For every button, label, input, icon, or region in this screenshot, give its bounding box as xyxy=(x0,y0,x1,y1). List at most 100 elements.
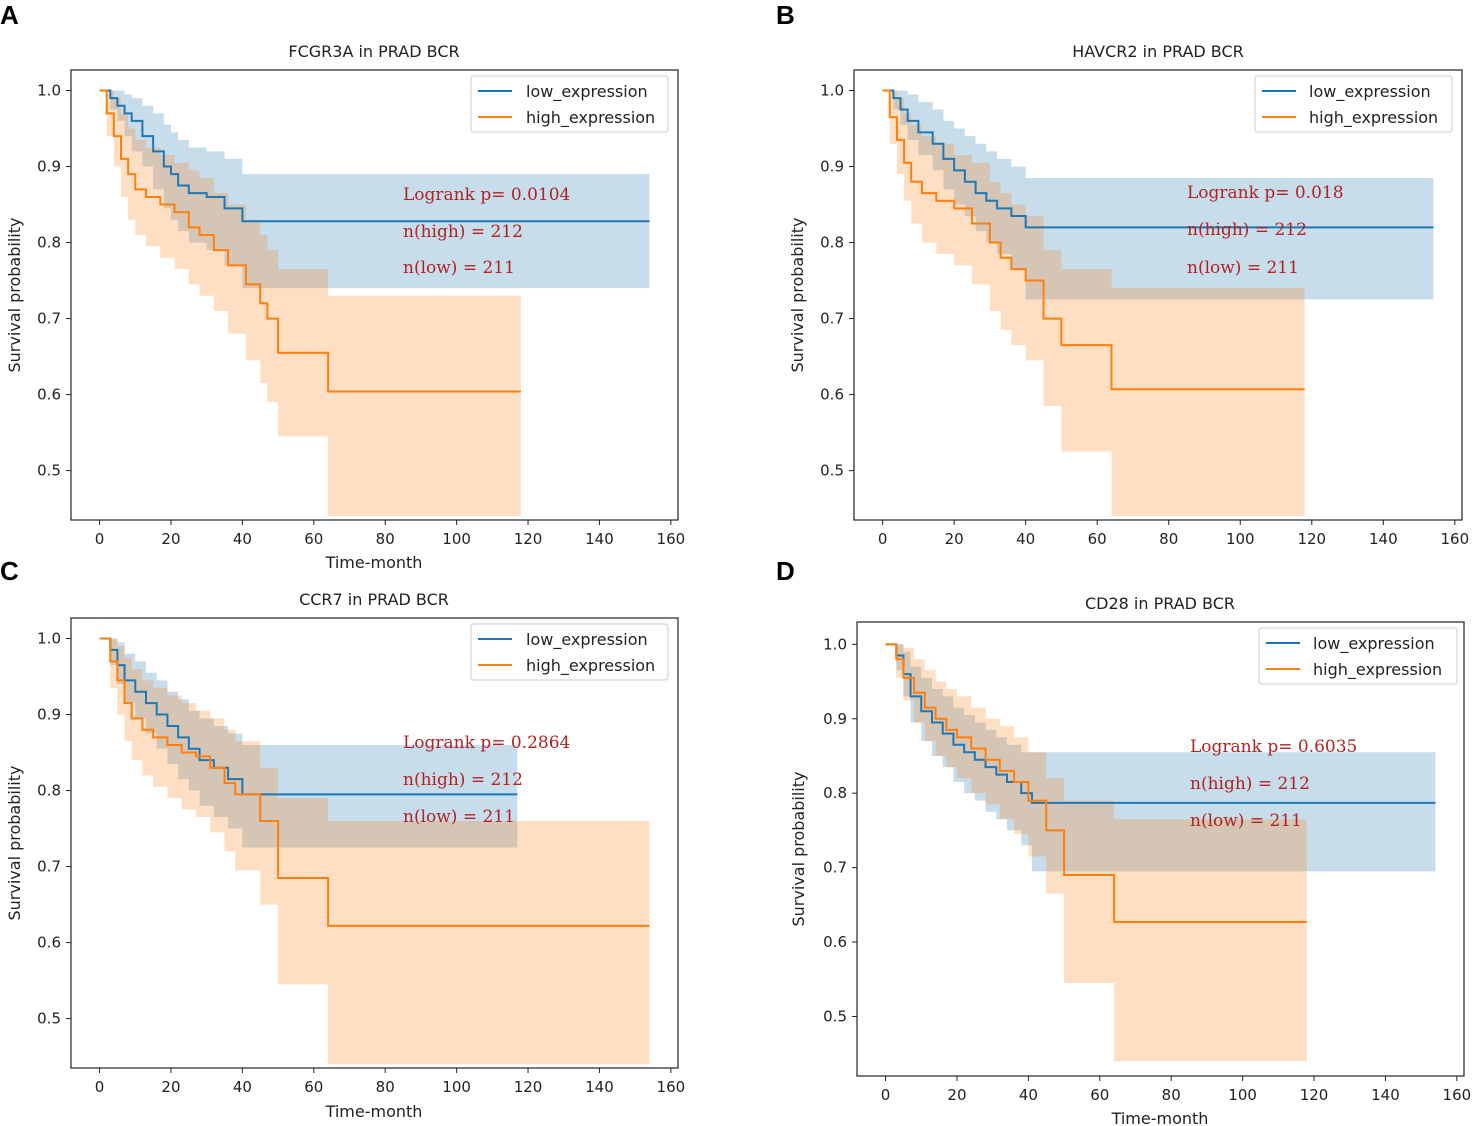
y-tick-label: 0.6 xyxy=(37,386,61,404)
y-tick-label: 0.5 xyxy=(823,1007,847,1025)
y-tick-label: 0.7 xyxy=(37,310,61,328)
x-tick-label: 80 xyxy=(376,530,395,548)
n-high-annotation: n(high) = 212 xyxy=(403,222,523,242)
legend-label-low: low_expression xyxy=(526,82,648,102)
logrank-annotation: Logrank p= 0.0104 xyxy=(403,185,570,205)
plot-frame xyxy=(70,69,679,521)
km-curve-low-expression xyxy=(885,643,1436,804)
legend-label-high: high_expression xyxy=(526,108,655,128)
y-tick-label: 0.9 xyxy=(37,158,61,176)
y-tick-label: 0.5 xyxy=(37,462,61,480)
x-tick-label: 80 xyxy=(376,1078,395,1096)
y-tick-label: 0.5 xyxy=(820,462,844,480)
plot-frame xyxy=(70,617,679,1069)
y-tick-label: 0.5 xyxy=(37,1010,61,1028)
y-tick-label: 1.0 xyxy=(37,82,61,100)
legend-box xyxy=(470,623,669,681)
x-tick-label: 140 xyxy=(1369,530,1398,548)
y-tick-label: 0.8 xyxy=(37,782,61,800)
km-panel-fcgr3a: FCGR3A in PRAD BCR 0 20 40 60 80 100 120 140 160… xyxy=(5,42,685,572)
x-tick-label: 40 xyxy=(1019,1086,1038,1104)
x-tick-label: 20 xyxy=(945,530,964,548)
y-tick-label: 0.9 xyxy=(820,158,844,176)
km-curve-high-expression xyxy=(99,89,521,393)
x-tick-label: 0 xyxy=(878,530,888,548)
n-low-annotation: n(low) = 211 xyxy=(403,258,515,278)
chart-title: FCGR3A in PRAD BCR xyxy=(288,42,459,61)
plot-area: 0 20 40 60 80 100 120 140 160 0.5 0.6 0.7 0.8 0.9 1.0 xyxy=(37,630,685,1096)
y-tick-label: 0.9 xyxy=(37,706,61,724)
y-tick-label: 0.8 xyxy=(823,784,847,802)
y-tick-label: 1.0 xyxy=(820,82,844,100)
x-tick-label: 80 xyxy=(1159,530,1178,548)
chart-title: CD28 in PRAD BCR xyxy=(1085,594,1235,613)
legend-label-low: low_expression xyxy=(1313,634,1435,654)
n-low-annotation: n(low) = 211 xyxy=(1187,258,1299,278)
x-tick-label: 140 xyxy=(585,1078,614,1096)
plot-area: 0 20 40 60 80 100 120 140 160 0.5 0.6 0.7 0.8 0.9 1.0 xyxy=(37,82,685,548)
chart-title: CCR7 in PRAD BCR xyxy=(299,590,449,609)
legend-box xyxy=(1258,627,1458,685)
x-tick-label: 60 xyxy=(1088,530,1107,548)
y-axis-label: Survival probability xyxy=(5,766,24,921)
legend: low_expression high_expression xyxy=(1254,75,1453,133)
x-tick-label: 60 xyxy=(304,1078,323,1096)
y-tick-label: 0.6 xyxy=(823,933,847,951)
ci-band-low-expression xyxy=(99,90,650,289)
km-curve-high-expression xyxy=(882,89,1305,391)
x-tick-label: 40 xyxy=(1016,530,1035,548)
panel-letter-b: B xyxy=(776,0,795,30)
x-tick-label: 100 xyxy=(442,1078,471,1096)
legend-label-low: low_expression xyxy=(1309,82,1431,102)
x-tick-label: 20 xyxy=(947,1086,966,1104)
x-tick-label: 160 xyxy=(1443,1086,1472,1104)
x-tick-label: 120 xyxy=(1297,530,1326,548)
x-tick-label: 0 xyxy=(95,530,105,548)
n-high-annotation: n(high) = 212 xyxy=(1190,774,1310,794)
x-tick-label: 160 xyxy=(657,530,686,548)
y-tick-label: 0.8 xyxy=(820,234,844,252)
logrank-annotation: Logrank p= 0.2864 xyxy=(403,733,570,753)
panel-letter-c: C xyxy=(0,556,19,586)
x-tick-label: 140 xyxy=(585,530,614,548)
ci-band-high-expression xyxy=(885,644,1307,1062)
x-tick-label: 100 xyxy=(442,530,471,548)
x-tick-label: 120 xyxy=(514,1078,543,1096)
x-tick-label: 20 xyxy=(161,530,180,548)
y-axis-label: Survival probability xyxy=(789,772,808,927)
y-tick-label: 0.6 xyxy=(37,934,61,952)
x-tick-label: 0 xyxy=(881,1086,891,1104)
x-axis-label: Time-month xyxy=(325,553,423,572)
km-panel-ccr7: CCR7 in PRAD BCR 0 20 40 60 80 100 120 140 160 0.… xyxy=(5,590,685,1121)
ci-band-high-expression xyxy=(99,638,650,1065)
km-panel-cd28: CD28 in PRAD BCR 0 20 40 60 80 100 120 140 160 0.… xyxy=(789,594,1471,1126)
x-axis-label: Time-month xyxy=(325,1102,423,1121)
km-panel-havcr2: HAVCR2 in PRAD BCR 0 20 40 60 80 100 120 140 160… xyxy=(788,42,1469,548)
legend-box xyxy=(470,75,669,133)
km-curve-high-expression xyxy=(885,643,1307,923)
x-tick-label: 160 xyxy=(1441,530,1470,548)
y-tick-label: 0.9 xyxy=(823,710,847,728)
y-tick-label: 0.7 xyxy=(820,310,844,328)
logrank-annotation: Logrank p= 0.018 xyxy=(1187,183,1344,203)
legend-label-high: high_expression xyxy=(1309,108,1438,128)
y-tick-label: 1.0 xyxy=(823,635,847,653)
legend: low_expression high_expression xyxy=(1258,627,1458,685)
x-axis-label: Time-month xyxy=(1111,1109,1209,1126)
y-axis-label: Survival probability xyxy=(788,218,807,373)
x-tick-label: 120 xyxy=(1300,1086,1329,1104)
km-curve-low-expression xyxy=(99,89,650,223)
x-tick-label: 120 xyxy=(514,530,543,548)
plot-area: 0 20 40 60 80 100 120 140 160 0.5 0.6 0.7 0.8 0.9 1.0 xyxy=(820,82,1469,548)
x-tick-label: 100 xyxy=(1226,530,1255,548)
y-tick-label: 1.0 xyxy=(37,630,61,648)
chart-title: HAVCR2 in PRAD BCR xyxy=(1072,42,1244,61)
panel-letter-a: A xyxy=(0,0,19,30)
legend-label-high: high_expression xyxy=(1313,660,1442,680)
x-tick-label: 40 xyxy=(233,1078,252,1096)
km-curve-low-expression xyxy=(882,89,1434,229)
legend-label-low: low_expression xyxy=(526,630,648,650)
x-tick-label: 0 xyxy=(95,1078,105,1096)
x-tick-label: 80 xyxy=(1162,1086,1181,1104)
x-tick-label: 100 xyxy=(1228,1086,1257,1104)
